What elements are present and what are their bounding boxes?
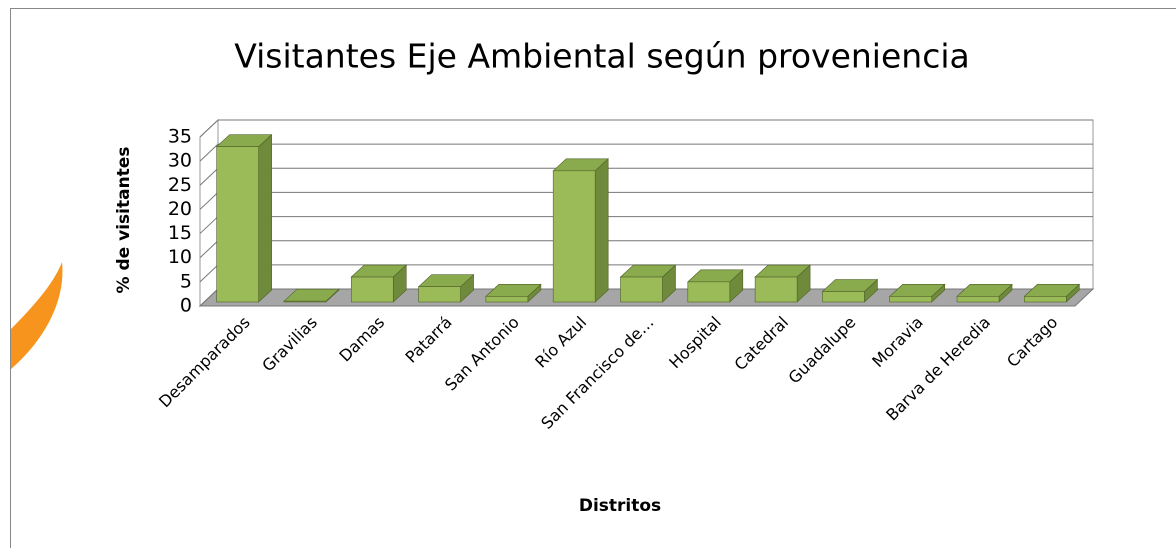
bar: [889, 296, 933, 303]
bar: [822, 291, 865, 303]
bar: [283, 300, 327, 303]
bar: [1024, 296, 1067, 303]
x-tick-label: Gravilias: [258, 313, 321, 376]
bar: [620, 276, 663, 303]
bar: [956, 296, 1000, 303]
y-tick-label: 20: [168, 198, 192, 220]
y-tick-label: 30: [168, 150, 192, 172]
chart-title: Visitantes Eje Ambiental según provenien…: [234, 37, 969, 76]
bar-side: [258, 133, 272, 303]
x-tick-label: Patarrá: [401, 313, 455, 367]
bar: [754, 276, 798, 303]
bar: [687, 281, 731, 303]
x-tick-label: Moravia: [868, 313, 926, 371]
bar: [485, 296, 529, 303]
back-wall: [217, 119, 1094, 290]
bar: [418, 286, 461, 303]
y-axis-label: % de visitantes: [114, 147, 134, 294]
chart-border: [10, 8, 1176, 548]
bar: [350, 276, 394, 303]
x-tick-label: Desamparados: [155, 313, 254, 412]
decor-leaf: [10, 262, 63, 370]
grid-line: [199, 119, 1093, 138]
x-tick-label: Damas: [335, 313, 388, 366]
bar: [552, 170, 596, 303]
side-wall: [199, 118, 219, 308]
x-tick-label: Río Azul: [531, 313, 590, 372]
x-tick-label: Guadalupe: [785, 313, 860, 388]
y-tick-label: 5: [180, 270, 192, 292]
y-tick-label: 25: [168, 174, 192, 196]
y-tick-label: 10: [168, 246, 192, 268]
x-tick-label: San Francisco de…: [537, 313, 657, 433]
y-tick-label: 15: [168, 222, 192, 244]
x-tick-label: Hospital: [665, 313, 725, 373]
bar-side: [594, 158, 609, 303]
y-tick-label: 0: [180, 295, 192, 317]
x-tick-label: Catedral: [731, 313, 793, 375]
x-tick-label: Cartago: [1003, 313, 1061, 371]
bar: [216, 146, 259, 303]
grid-line: [199, 143, 1093, 162]
y-tick-label: 35: [168, 126, 192, 148]
x-axis-label: Distritos: [579, 496, 661, 516]
